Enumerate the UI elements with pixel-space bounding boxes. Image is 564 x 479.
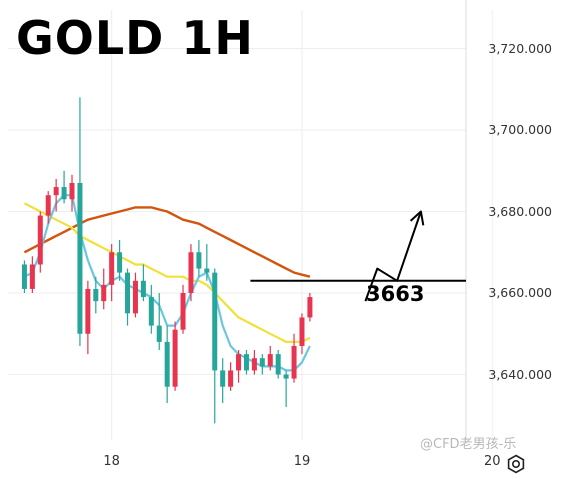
y-tick-label: 3,660.000 [488,285,552,300]
x-tick-label: 20 [484,454,501,469]
hexagon-gear-icon[interactable] [506,454,526,474]
candle-body [77,182,83,334]
grid-lines [8,0,493,440]
candle-body [236,354,242,371]
candle-body [180,293,186,330]
candle-body [164,341,170,387]
watermark: @CFD老男孩-乐 [420,437,517,452]
candle-body [61,187,67,200]
candle-body [69,182,75,200]
candle-body [125,272,131,314]
candle-body [172,329,178,387]
candle-body [21,264,27,289]
candle-body [148,297,154,326]
candle-body [156,325,162,342]
candle-body [228,370,234,387]
level-label: 3663 [366,282,425,306]
y-tick-label: 3,640.000 [488,366,552,382]
x-tick-label: 19 [293,454,311,469]
candle-body [140,280,146,298]
candle-body [299,317,305,346]
candle-body [29,264,35,289]
projection-path [364,211,422,302]
candle-body [283,374,289,379]
candle-body [37,215,43,265]
candle-body [188,252,194,293]
candle-body [204,268,210,273]
candle-body [196,252,202,269]
candle-body [259,358,265,367]
candle-body [267,354,273,367]
ma-mid-line [23,202,311,343]
candles [21,97,313,424]
candle-body [53,187,59,196]
candle-body [291,345,297,379]
candle-body [93,288,99,302]
candle-body [251,358,257,371]
arrow-head [409,210,425,226]
y-tick-label: 3,680.000 [488,203,552,219]
candle-body [243,354,249,371]
candle-body [275,354,281,375]
candle-body [45,195,51,216]
candle-body [101,284,107,302]
annotations [250,210,466,302]
y-tick-label: 3,700.000 [488,122,552,137]
candle-body [307,297,313,318]
ma-slow-line [23,206,311,278]
candle-body [117,252,123,273]
candle-body [132,280,138,314]
candle-body [85,288,91,334]
chart-title: GOLD 1H [16,11,254,65]
candle-body [220,370,226,387]
candle-body [109,252,115,285]
candle-body [212,272,218,371]
x-tick-label: 18 [103,454,120,469]
y-tick-label: 3,720.000 [488,40,552,56]
